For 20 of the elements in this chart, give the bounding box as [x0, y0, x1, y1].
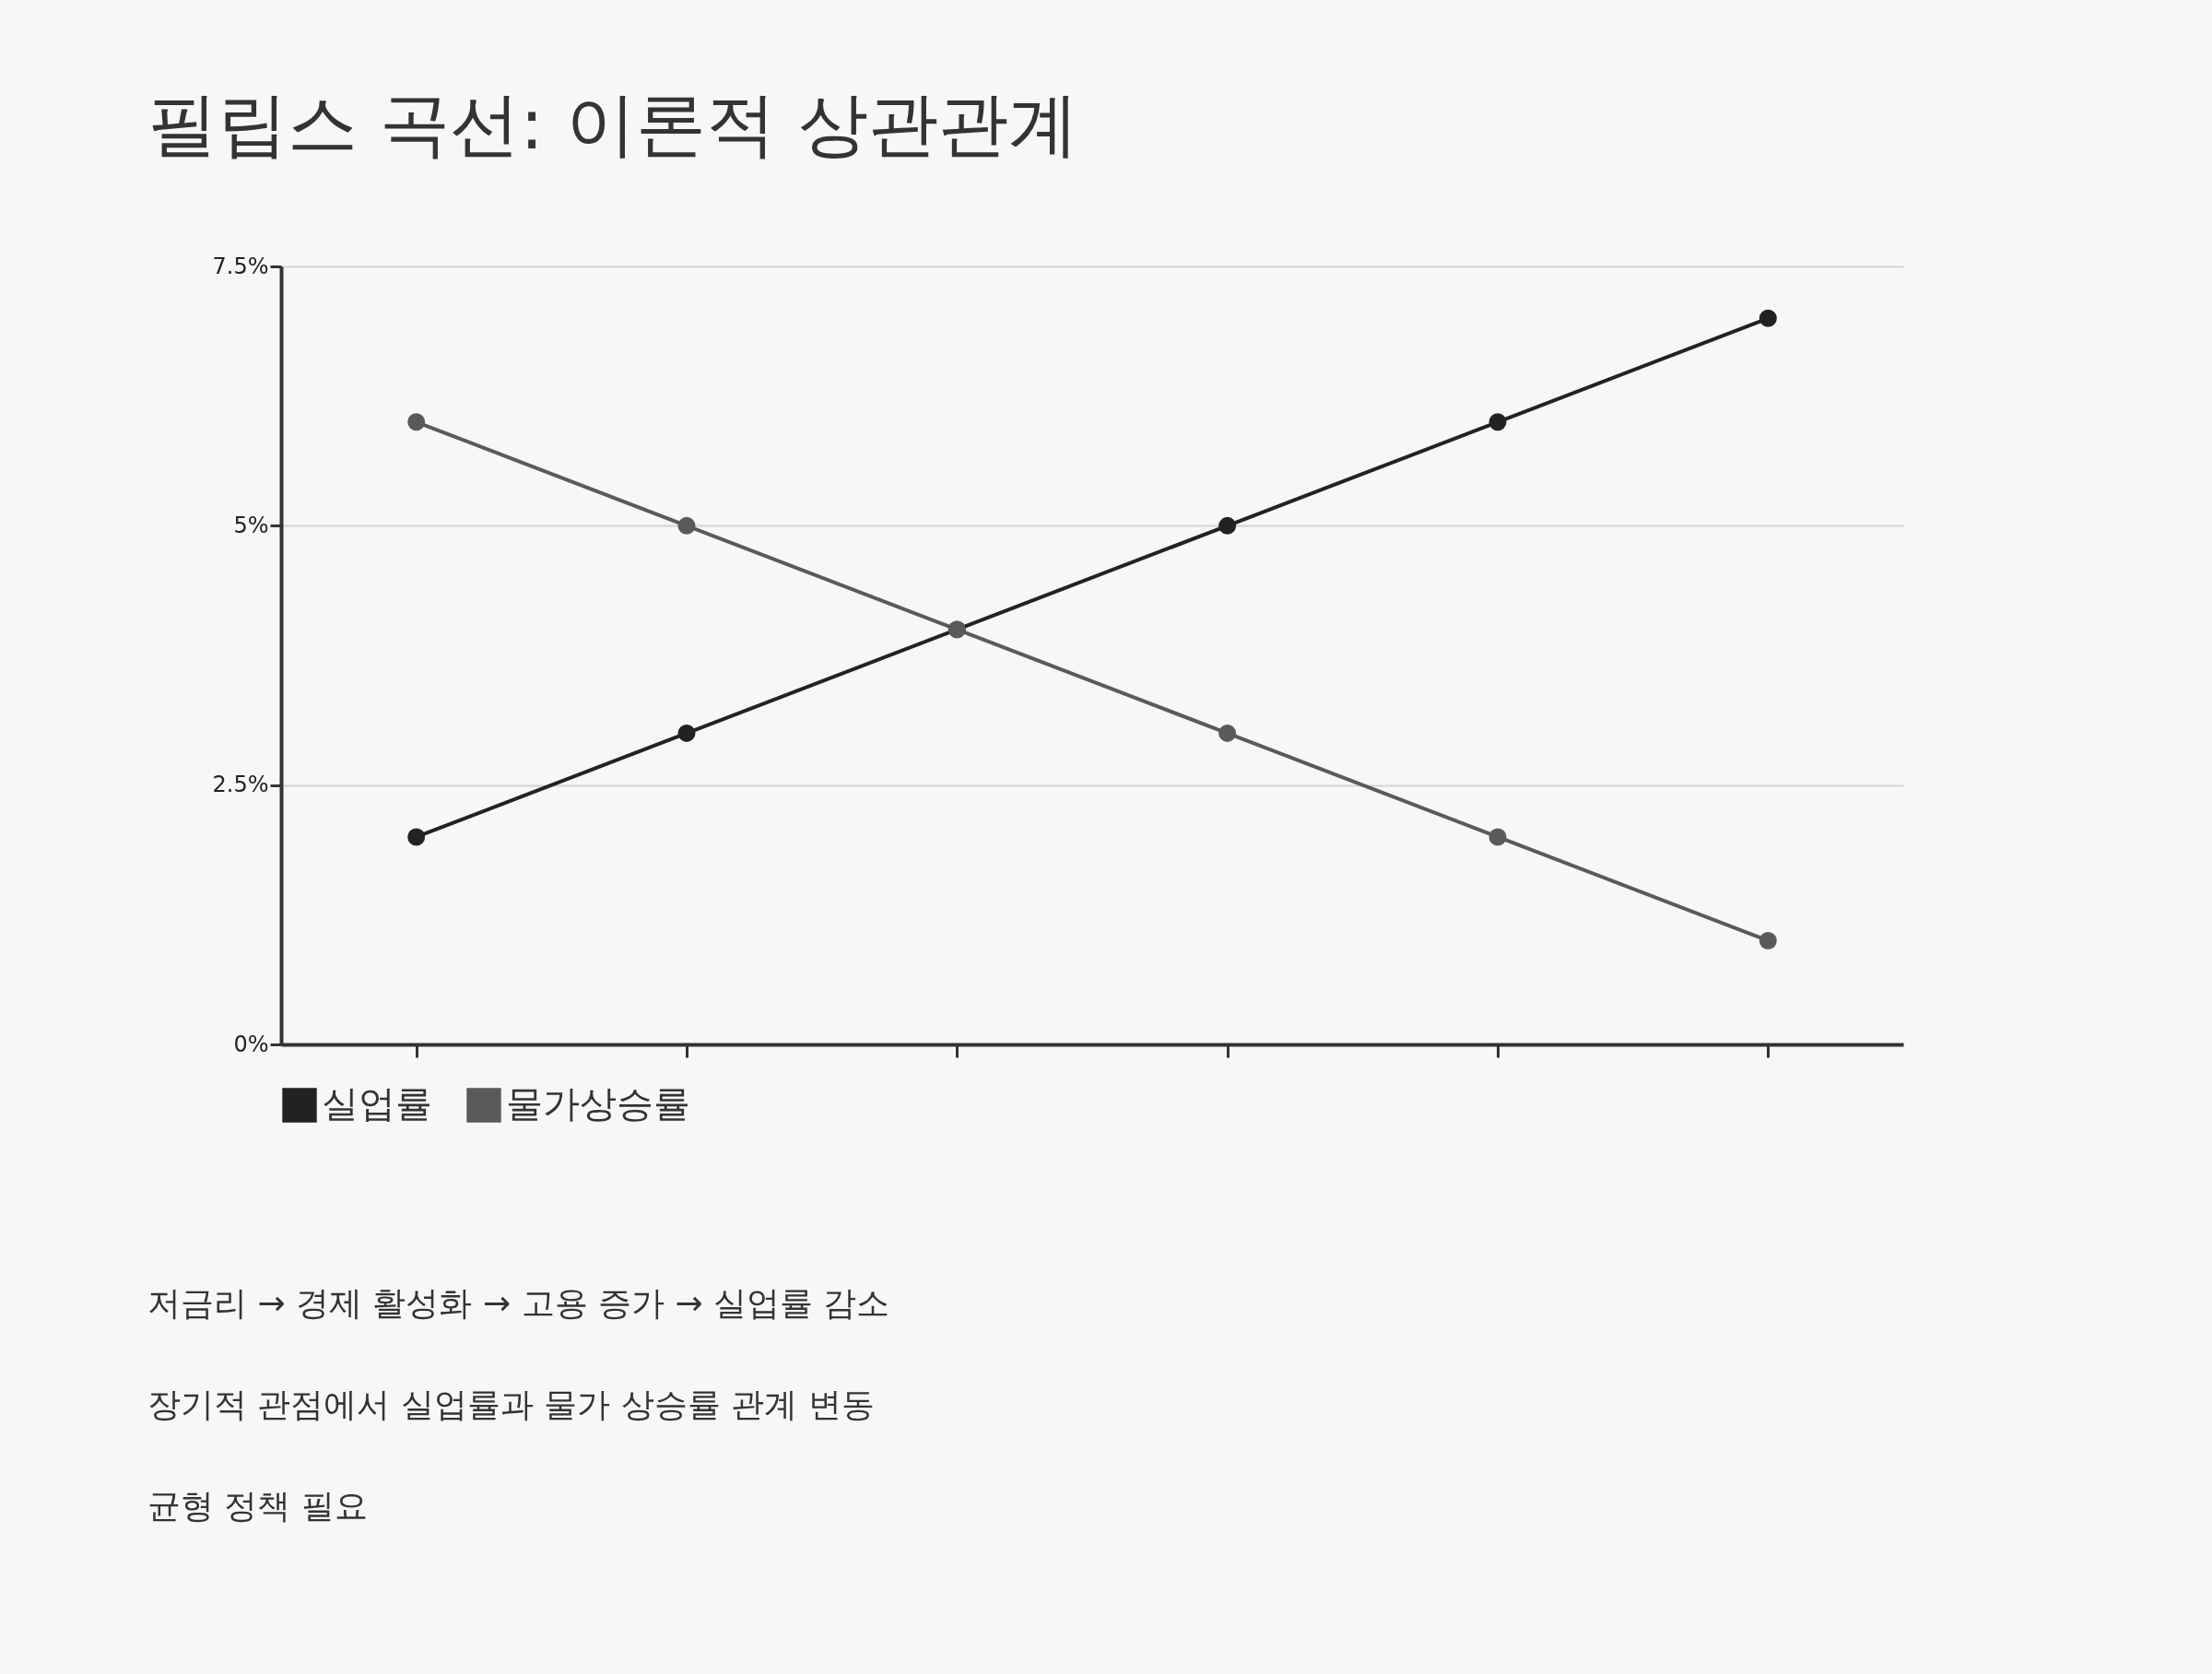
y-tick-label: 2.5% — [212, 772, 269, 798]
legend-label: 실업률 — [322, 1082, 432, 1125]
text: 저금리 → 경제 활성화 → 고용 증가 → 실업률 감소 — [147, 1284, 890, 1322]
point — [1218, 516, 1237, 535]
point — [407, 413, 426, 431]
y-tick-label: 7.5% — [212, 253, 269, 279]
point — [1759, 932, 1777, 949]
chart-title: 필립스 곡선: 이론적 상관관계 — [147, 83, 1079, 165]
y-tick-label: 0% — [233, 1031, 269, 1057]
point — [407, 828, 426, 846]
text: 장기적 관점에서 실업률과 물가 상승률 관계 변동 — [147, 1385, 876, 1423]
legend-label: 물가상승률 — [506, 1082, 690, 1125]
point — [677, 724, 696, 742]
point — [1759, 309, 1777, 327]
point — [1218, 724, 1237, 742]
point — [1488, 828, 1507, 846]
point — [1488, 413, 1507, 431]
y-tick-label: 5% — [233, 512, 269, 538]
text: 균형 정책 필요 — [147, 1487, 369, 1525]
point — [677, 516, 696, 535]
